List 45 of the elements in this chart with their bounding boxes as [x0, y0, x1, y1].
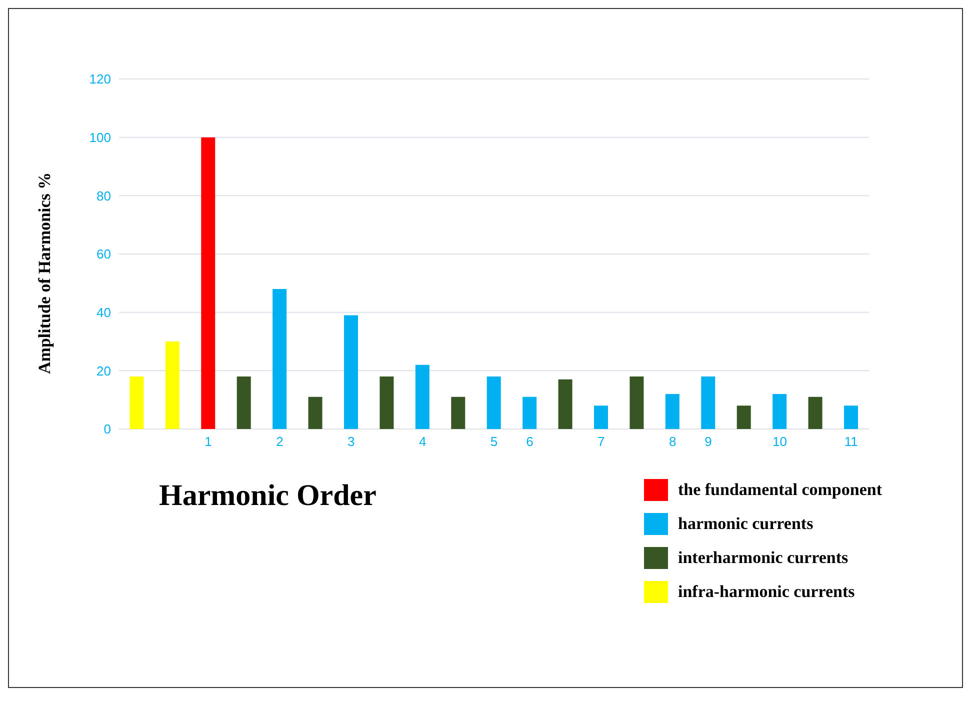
legend-label: harmonic currents	[678, 514, 814, 534]
y-tick-label: 80	[96, 188, 111, 204]
x-tick-label: 2	[276, 434, 284, 450]
bar	[808, 396, 822, 429]
x-tick-label: 3	[348, 434, 355, 450]
bar	[486, 376, 501, 429]
bar	[344, 315, 358, 429]
bar	[701, 376, 716, 429]
x-tick-label: 6	[526, 434, 534, 450]
bar	[522, 396, 537, 429]
bar	[236, 376, 251, 429]
bar	[272, 289, 287, 429]
bar	[165, 342, 180, 429]
x-tick-label: 4	[418, 434, 426, 450]
bar	[415, 364, 430, 429]
bar	[630, 376, 644, 429]
y-axis-title: Amplitude of Harmonics %	[35, 172, 54, 374]
bar	[451, 396, 466, 429]
y-tick-label: 100	[89, 130, 111, 145]
bar	[308, 396, 322, 429]
y-tick-label: 120	[89, 72, 111, 87]
bar	[594, 406, 608, 429]
y-tick-label: 40	[96, 304, 111, 320]
x-tick-label: 11	[844, 434, 858, 450]
bar	[130, 376, 144, 429]
x-tick-label: 8	[668, 434, 676, 450]
bar	[201, 137, 216, 429]
bar	[844, 406, 858, 429]
x-tick-label: 7	[598, 434, 605, 450]
x-tick-label: 10	[772, 434, 787, 450]
x-tick-label: 1	[204, 434, 212, 450]
bar	[736, 406, 751, 429]
bar	[665, 394, 680, 429]
y-tick-label: 0	[104, 422, 111, 437]
x-tick-label: 5	[490, 434, 498, 450]
y-tick-label: 20	[96, 363, 111, 378]
legend-label: the fundamental component	[678, 480, 882, 500]
bar	[558, 379, 572, 429]
legend-label: infra-harmonic currents	[678, 582, 855, 602]
bar	[772, 394, 787, 429]
y-tick-label: 60	[96, 246, 111, 262]
legend-label: interharmonic currents	[678, 548, 848, 568]
x-tick-label: 9	[704, 434, 712, 450]
bar	[380, 376, 394, 429]
x-axis-title: Harmonic Order	[159, 479, 376, 513]
